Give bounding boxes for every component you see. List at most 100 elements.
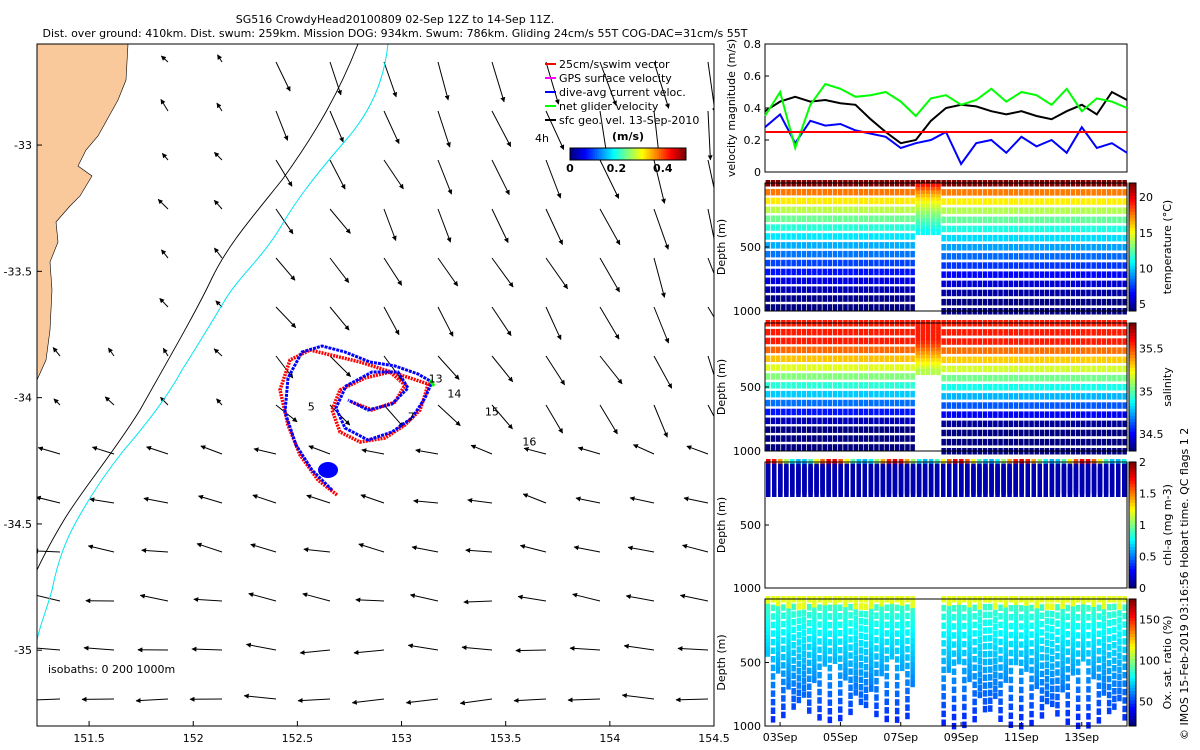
section-sample — [946, 338, 952, 345]
section-sample — [765, 630, 771, 638]
velocity-arrow — [160, 98, 169, 112]
section-sample — [1122, 347, 1127, 354]
section-sample — [977, 691, 983, 699]
section-sample — [1019, 198, 1024, 205]
section-sample — [1008, 298, 1014, 306]
section-sample — [807, 707, 812, 714]
legend-entry: sfc geo. vel. 13-Sep-2010 — [559, 114, 699, 127]
section-sample — [765, 627, 771, 634]
colorbar-swatch — [587, 148, 590, 160]
section-sample — [874, 408, 879, 416]
section-sample — [796, 259, 802, 267]
section-sample — [977, 198, 983, 205]
section-sample — [838, 697, 843, 705]
section-sample — [884, 295, 889, 302]
section-sample — [822, 224, 827, 231]
velocity-arrow — [545, 61, 560, 105]
section-sample — [832, 304, 838, 311]
velocity-arrow — [353, 649, 385, 655]
section-sample — [900, 242, 905, 249]
section-sample — [905, 426, 910, 433]
section-sample — [900, 625, 905, 632]
section-sample — [936, 218, 941, 225]
section-sample — [988, 234, 993, 242]
section-sample — [1055, 262, 1060, 269]
section-sample — [993, 289, 998, 297]
section-sample — [988, 207, 993, 214]
section-sample — [1081, 617, 1086, 624]
section-sample — [910, 242, 915, 249]
velocity-arrow — [52, 347, 61, 357]
section-sample — [1034, 338, 1039, 345]
section-sample — [863, 337, 869, 345]
colorbar-swatch — [593, 148, 596, 160]
section-sample — [1050, 262, 1055, 269]
section-sample — [936, 330, 941, 337]
section-sample — [784, 490, 789, 497]
section-sample — [1081, 600, 1086, 607]
section-sample — [869, 304, 874, 311]
section-sample — [1122, 365, 1127, 373]
velocity-arrow — [686, 445, 709, 455]
section-sample — [941, 657, 946, 665]
section-sample — [884, 233, 889, 240]
section-sample — [931, 358, 936, 365]
section-sample — [894, 215, 900, 222]
section-sample — [843, 390, 848, 398]
section-sample — [1039, 207, 1045, 214]
section-sample — [977, 356, 983, 364]
colorbar-swatch — [1129, 509, 1136, 513]
colorbar-frame — [1128, 598, 1137, 727]
section-sample — [946, 207, 952, 214]
section-sample — [1039, 384, 1045, 391]
day-label: 15 — [485, 405, 499, 418]
section-sample — [1070, 393, 1076, 400]
section-sample — [900, 630, 905, 637]
section-sample — [848, 382, 853, 389]
section-sample — [1044, 438, 1050, 446]
section-sample — [869, 666, 874, 673]
colorbar-swatch — [1129, 240, 1136, 245]
velocity-arrow — [437, 404, 461, 426]
section-sample — [822, 286, 827, 293]
colorbar-swatch — [591, 148, 594, 160]
section-sample — [884, 206, 889, 214]
section-sample — [796, 696, 802, 704]
section-sample — [1065, 622, 1070, 629]
section-sample — [827, 664, 833, 672]
depth-tick-label: 1000 — [733, 305, 761, 318]
section-sample — [863, 188, 869, 196]
section-sample — [817, 655, 822, 662]
section-sample — [796, 382, 802, 389]
section-sample — [863, 346, 869, 354]
section-sample — [915, 347, 921, 355]
section-sample — [946, 347, 952, 354]
section-sample — [838, 490, 843, 497]
section-sample — [817, 646, 822, 654]
colorbar-swatch — [1129, 332, 1136, 337]
section-sample — [1055, 693, 1060, 701]
section-sample — [1039, 347, 1045, 354]
section-sample — [982, 690, 988, 697]
section-sample — [801, 691, 807, 698]
section-sample — [1013, 216, 1019, 224]
section-sample — [781, 355, 786, 362]
section-sample — [884, 613, 889, 620]
section-sample — [1039, 438, 1045, 446]
section-sample — [1013, 244, 1019, 251]
section-sample — [988, 681, 993, 689]
section-sample — [1013, 627, 1019, 634]
colorbar-swatch — [676, 148, 679, 160]
section-sample — [796, 197, 802, 205]
section-sample — [998, 198, 1003, 205]
section-sample — [790, 490, 795, 497]
section-sample — [807, 444, 812, 451]
velocity-arrow — [200, 445, 223, 455]
section-sample — [791, 197, 796, 205]
section-sample — [1055, 216, 1060, 224]
section-sample — [853, 642, 858, 650]
section-sample — [1034, 384, 1039, 391]
section-sample — [1070, 189, 1076, 196]
section-sample — [817, 408, 822, 416]
section-sample — [1086, 207, 1091, 214]
